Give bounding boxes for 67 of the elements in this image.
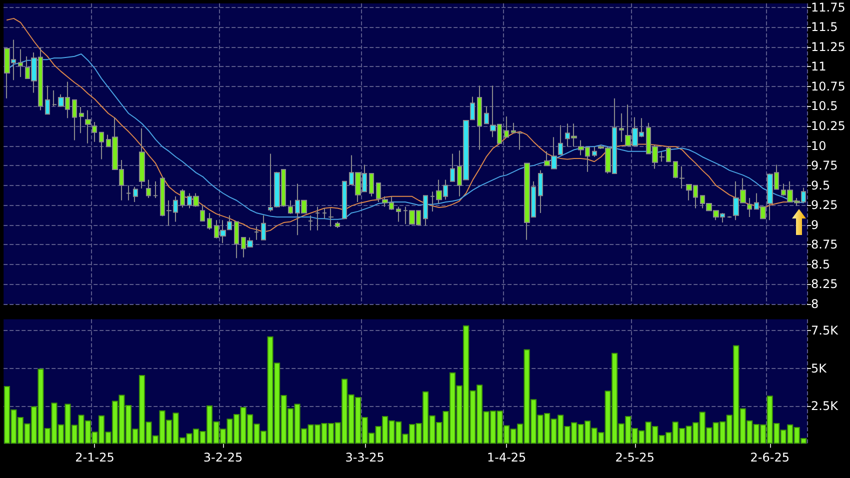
candlestick bbox=[396, 206, 401, 222]
y-tick-label: 5K bbox=[811, 361, 828, 376]
candlestick bbox=[288, 200, 293, 214]
candlestick bbox=[322, 208, 327, 220]
candlestick bbox=[227, 214, 232, 230]
candlestick bbox=[45, 85, 50, 115]
x-tick-label: 2-6-25 bbox=[750, 450, 790, 465]
y-tick-label: 11.75 bbox=[811, 0, 846, 14]
candlestick bbox=[133, 186, 138, 202]
candlestick bbox=[470, 96, 475, 120]
x-tick-label: 3-3-25 bbox=[345, 450, 384, 465]
y-tick-label: 11.5 bbox=[811, 20, 838, 34]
candlestick bbox=[79, 106, 84, 134]
candlestick bbox=[592, 146, 597, 158]
candlestick bbox=[72, 99, 77, 141]
y-tick-label: 9.75 bbox=[811, 158, 838, 173]
y-tick-label: 11.25 bbox=[811, 40, 846, 54]
y-tick-label: 8.75 bbox=[811, 238, 838, 252]
x-tick-label: 3-2-25 bbox=[203, 450, 243, 465]
candlestick bbox=[153, 180, 158, 198]
y-tick-label: 9 bbox=[811, 218, 819, 232]
y-tick-label: 8 bbox=[811, 297, 819, 311]
candlestick bbox=[747, 198, 752, 218]
candlestick bbox=[268, 153, 273, 212]
y-tick-label: 9.5 bbox=[811, 178, 830, 192]
candlestick bbox=[484, 106, 489, 124]
candlestick bbox=[450, 153, 455, 182]
candlestick bbox=[727, 216, 732, 218]
candlestick bbox=[504, 116, 509, 138]
x-tick-label: 2-5-25 bbox=[615, 450, 654, 465]
y-tick-label: 8.25 bbox=[811, 277, 838, 292]
candlestick bbox=[315, 206, 320, 231]
candlestick bbox=[308, 214, 313, 231]
candlestick bbox=[328, 208, 334, 227]
candlestick bbox=[139, 128, 145, 190]
candlestick bbox=[335, 221, 340, 229]
x-tick-label: 2-1-25 bbox=[75, 450, 114, 465]
candlestick bbox=[423, 195, 428, 226]
candlestick bbox=[146, 179, 151, 198]
y-tick-label: 9.25 bbox=[811, 198, 838, 212]
candlestick bbox=[254, 226, 259, 240]
candlestick bbox=[477, 85, 482, 150]
candlestick bbox=[538, 170, 543, 214]
y-tick-label: 10 bbox=[811, 138, 826, 153]
line-series bbox=[6, 18, 798, 233]
y-tick-label: 7.5K bbox=[811, 324, 840, 338]
y-tick-label: 8.5 bbox=[811, 257, 830, 272]
candlestick bbox=[207, 212, 212, 230]
y-tick-label: 11 bbox=[811, 60, 826, 74]
candlestick bbox=[369, 172, 374, 197]
y-tick-label: 10.5 bbox=[811, 99, 838, 114]
candlestick bbox=[180, 188, 185, 208]
y-tick-label: 10.75 bbox=[811, 79, 846, 94]
candlestick bbox=[261, 214, 266, 240]
candlestick bbox=[99, 132, 104, 160]
candlestick bbox=[558, 124, 563, 155]
x-tick-label: 1-4-25 bbox=[486, 450, 526, 465]
candlestick bbox=[18, 48, 23, 78]
candlestick bbox=[234, 221, 239, 259]
candlestick bbox=[619, 112, 624, 142]
y-tick-label: 10.25 bbox=[811, 119, 846, 134]
candlestick bbox=[92, 122, 97, 142]
candlestick bbox=[126, 184, 131, 201]
candlestick bbox=[85, 110, 91, 144]
candlestick bbox=[342, 180, 347, 220]
candlestick bbox=[200, 204, 205, 222]
y-tick-label: 2.5K bbox=[811, 399, 840, 414]
